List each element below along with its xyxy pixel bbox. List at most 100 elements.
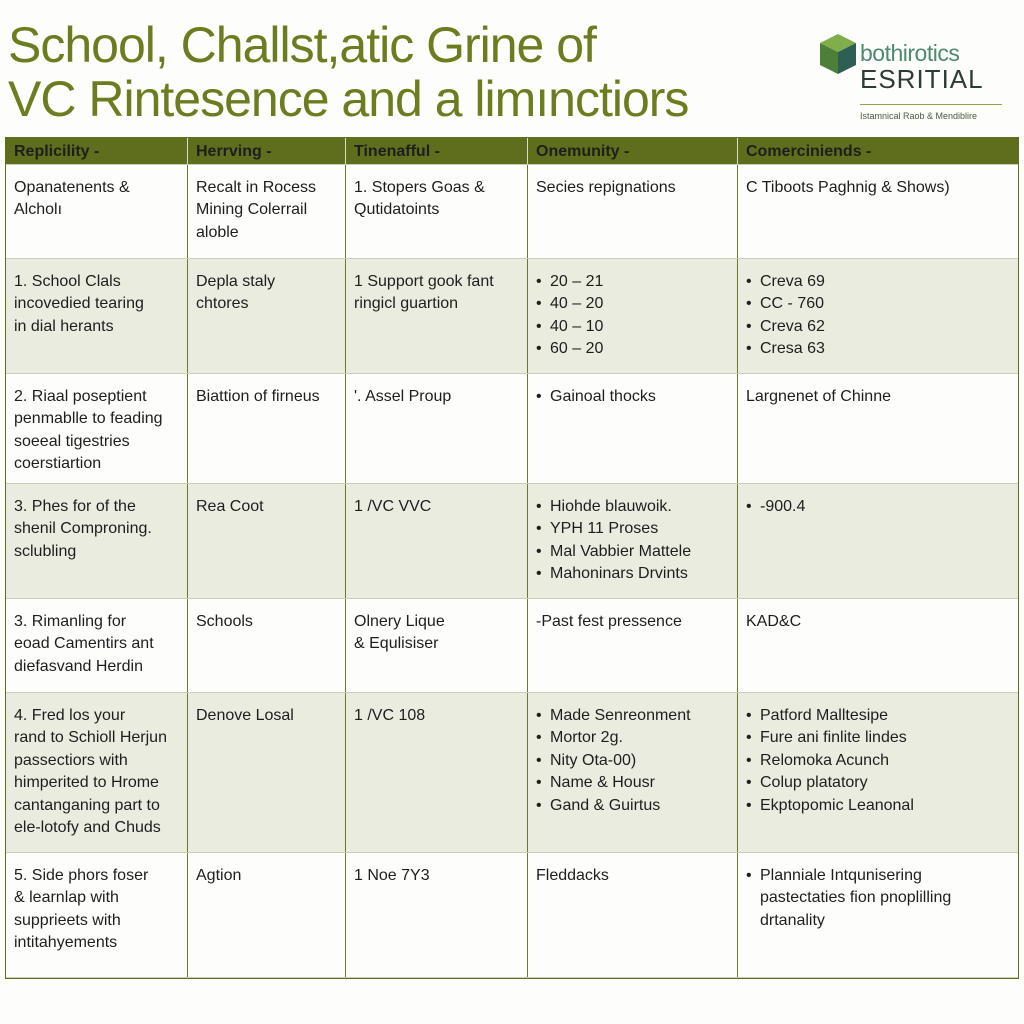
cell-line: Denove Losal — [196, 707, 294, 724]
cell-line: 1 Noe 7Y3 — [354, 867, 430, 884]
item-line: 20 – 21 — [550, 273, 604, 290]
logo: bothirotics ESRITIAL Istamnical Raob & M… — [818, 32, 1003, 122]
cell-line: 1 /VC 108 — [354, 707, 426, 724]
bullet-item: 20 – 21 — [536, 271, 737, 294]
cell-line: 1 Support gook fant — [354, 273, 494, 290]
table-cell: 20 – 21 40 – 20 40 – 10 60 – 20 — [528, 259, 738, 373]
cell-line: Depla staly — [196, 273, 276, 290]
cell-line: Alcholı — [14, 201, 63, 219]
item-line: Mortor 2g. — [550, 729, 623, 747]
bullet-item: Planniale Intqunisering pastectaties fion… — [746, 865, 1017, 932]
item-line: Made Senreonment — [550, 707, 691, 724]
table-cell: Olnery Lique & Equlisiser — [346, 599, 528, 692]
table-cell: Creva 69 CC - 760 Creva 62 Cresa 63 — [738, 259, 1017, 373]
column-header: Onemunity - — [528, 138, 738, 164]
item-line: Patford Malltesipe — [760, 707, 889, 724]
table-cell: Schools — [188, 599, 346, 692]
table-cell: Rea Coot — [188, 484, 346, 598]
table-cell: 4. Fred los your rand to Schioll Herjun pa… — [6, 693, 188, 852]
cell-line: Mining Colerrail — [196, 201, 308, 219]
column-header: Comerciniends - — [746, 143, 872, 160]
bullet-item: Gand & Guirtus — [536, 795, 737, 818]
table-cell: 1 /VC 108 — [346, 693, 528, 852]
bullet-item: 60 – 20 — [536, 338, 737, 361]
table-cell: '. Assel Proup — [346, 374, 528, 483]
cell-line: & learnlap with — [14, 889, 119, 907]
cell-line: Fleddacks — [536, 867, 609, 884]
bullet-item: Hiohde blauwoik. — [536, 496, 737, 519]
cell-line: Schools — [196, 613, 253, 630]
bullet-item: Made Senreonment — [536, 705, 737, 728]
bullet-item: YPH 11 Proses — [536, 518, 737, 541]
table-cell: C Tiboots Paghnig & Shows) — [738, 165, 1017, 258]
table-cell: Biattion of firneus — [188, 374, 346, 483]
cell-line: sclubling — [14, 542, 77, 560]
cell-line: Qutidatoints — [354, 201, 440, 219]
item-line: Gainoal thocks — [550, 388, 656, 405]
bullet-item: Fure ani finlite lindes — [746, 727, 1017, 750]
item-line: 40 – 10 — [550, 317, 604, 335]
table-cell: 3. Phes for of the shenil Comproning. sclu… — [6, 484, 188, 598]
table-cell: KAD&C — [738, 599, 1017, 692]
bullet-item: 40 – 20 — [536, 293, 737, 316]
cell-line: passectiors with — [14, 751, 128, 769]
bullet-item: Relomoka Acunch — [746, 750, 1017, 773]
cell-line: soeeal tigestries — [14, 432, 130, 450]
cell-line: ringicl guartion — [354, 295, 459, 313]
bullet-item: Creva 62 — [746, 316, 1017, 339]
table-row: 5. Side phors foser & learnlap with suppri… — [6, 853, 1018, 978]
cell-line: & Equlisiser — [354, 635, 439, 653]
cell-line: 5. Side phors foser — [14, 867, 149, 884]
item-line: CC - 760 — [760, 295, 825, 313]
table: Replicility - Herrving - Tinenafful - Onemu… — [5, 137, 1019, 979]
item-line: 60 – 20 — [550, 340, 604, 358]
table-row: Opanatenents & Alcholı Recalt in Rocess Min… — [6, 165, 1018, 259]
item-line: drtanality — [760, 911, 825, 929]
cell-line: supprieets with — [14, 911, 121, 929]
cell-line: 3. Phes for of the — [14, 498, 136, 515]
bullet-item: Mortor 2g. — [536, 727, 737, 750]
table-cell: Depla staly chtores — [188, 259, 346, 373]
item-line: Fure ani finlite lindes — [760, 729, 907, 747]
cell-line: 1. Stopers Goas & — [354, 179, 485, 196]
table-row: 4. Fred los your rand to Schioll Herjun pa… — [6, 693, 1018, 853]
item-line: Relomoka Acunch — [760, 751, 889, 769]
column-header: Replicility - — [6, 138, 188, 164]
cell-line: '. Assel Proup — [354, 388, 452, 405]
table-cell: 1. Stopers Goas & Qutidatoints — [346, 165, 528, 258]
bullet-item: 40 – 10 — [536, 316, 737, 339]
logo-rule — [860, 104, 1002, 105]
table-row: 1. School Clals incovedied tearing in dial… — [6, 259, 1018, 374]
cell-line: 1. School Clals — [14, 273, 121, 290]
bullet-item: -900.4 — [746, 496, 1017, 519]
item-line: -900.4 — [760, 498, 806, 515]
table-cell: 3. Rimanling for eoad Camentirs ant diefas… — [6, 599, 188, 692]
bullet-item: Name & Housr — [536, 772, 737, 795]
table-cell: Gainoal thocks — [528, 374, 738, 483]
item-line: Mal Vabbier Mattele — [550, 542, 692, 560]
bullet-item: Colup platatory — [746, 772, 1017, 795]
item-line: Creva 69 — [760, 273, 825, 290]
cell-line: KAD&C — [746, 613, 802, 630]
cell-line: -Past fest pressence — [536, 613, 682, 630]
item-line: Mahoninars Drvints — [550, 565, 688, 583]
item-line: Cresa 63 — [760, 340, 825, 358]
table-cell: Patford Malltesipe Fure ani finlite linde… — [738, 693, 1017, 852]
item-line: Hiohde blauwoik. — [550, 498, 672, 515]
table-cell: 1 Noe 7Y3 — [346, 853, 528, 977]
cell-line: cantanganing part to — [14, 796, 160, 814]
cell-line: Secies repignations — [536, 179, 676, 196]
table-cell: Recalt in Rocess Mining Colerrail aloble — [188, 165, 346, 258]
column-header: Tinenafful - — [346, 138, 528, 164]
cell-line: coerstiartion — [14, 455, 102, 473]
table-cell: Secies repignations — [528, 165, 738, 258]
item-line: Planniale Intqunisering — [760, 867, 922, 884]
logo-icon — [820, 34, 856, 74]
cell-line: himperited to Hrome — [14, 774, 159, 792]
cell-line: Agtion — [196, 867, 242, 884]
title: School, Challst,atic Grine of VC Rintese… — [8, 18, 689, 126]
cell-line: C Tiboots Paghnig & Shows) — [746, 179, 950, 196]
cell-line: intitahyements — [14, 934, 118, 952]
logo-name: bothirotics — [860, 40, 960, 66]
cell-line: 4. Fred los your — [14, 707, 126, 724]
